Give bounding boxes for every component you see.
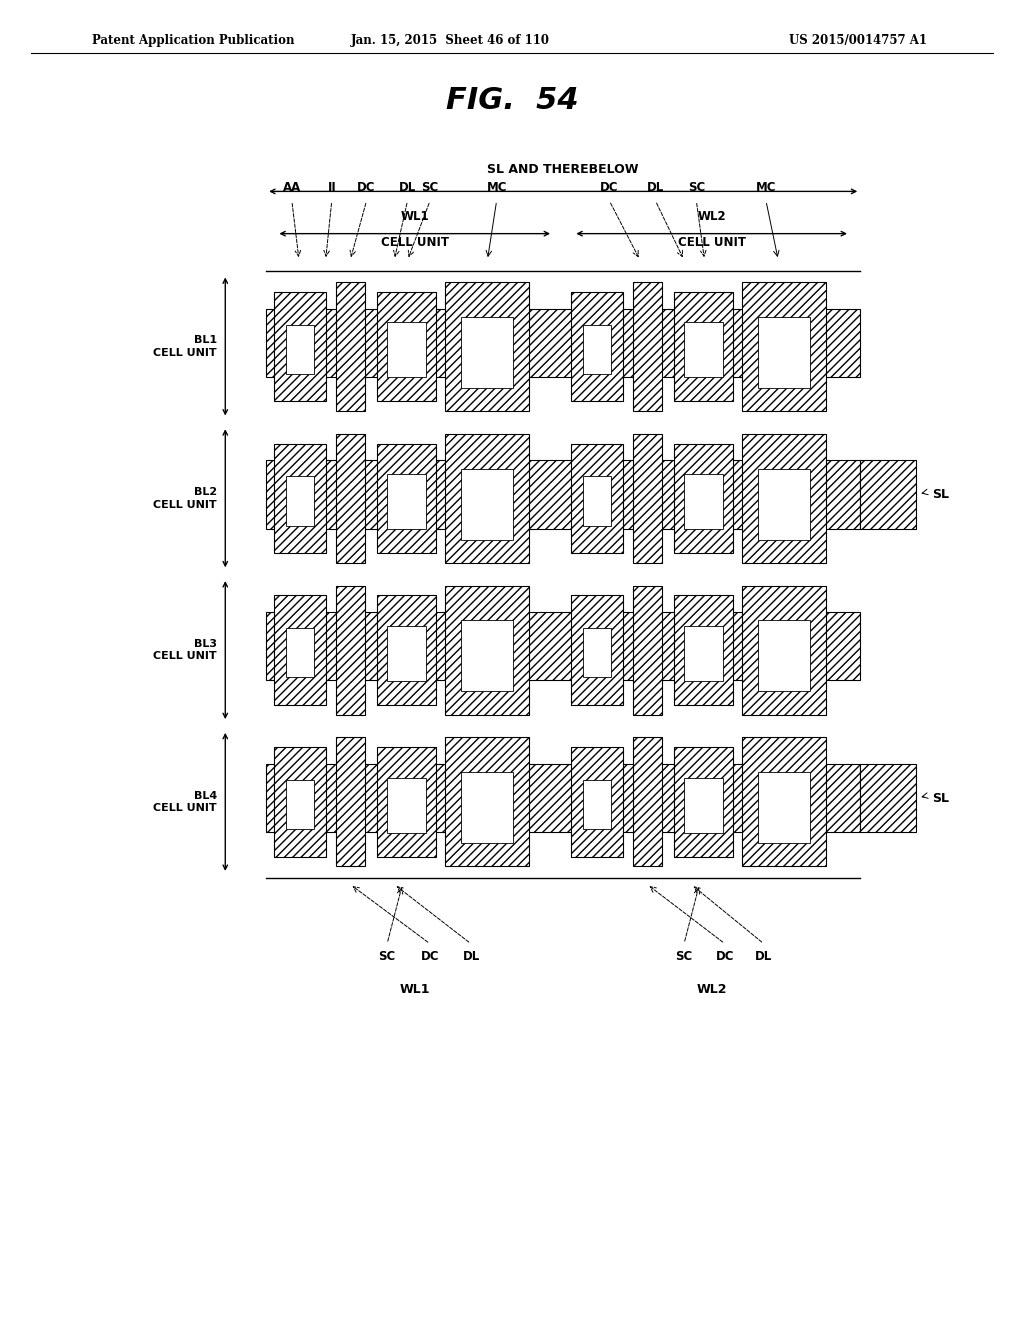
- Text: SL AND THEREBELOW: SL AND THEREBELOW: [487, 162, 639, 176]
- Bar: [759, 317, 810, 388]
- Text: AA: AA: [283, 181, 301, 194]
- Bar: [742, 586, 826, 714]
- Bar: [759, 620, 810, 692]
- Bar: [571, 444, 623, 553]
- Bar: [377, 292, 436, 401]
- Text: CELL UNIT: CELL UNIT: [381, 236, 449, 249]
- Bar: [571, 292, 623, 401]
- Bar: [445, 282, 529, 411]
- Text: SC: SC: [676, 950, 692, 964]
- Bar: [583, 477, 611, 525]
- Text: BL1
CELL UNIT: BL1 CELL UNIT: [154, 335, 217, 358]
- Bar: [336, 434, 365, 562]
- Text: US 2015/0014757 A1: US 2015/0014757 A1: [788, 34, 927, 48]
- Bar: [377, 595, 436, 705]
- Bar: [571, 747, 623, 857]
- Bar: [387, 474, 426, 529]
- Bar: [286, 780, 314, 829]
- Text: WL1: WL1: [399, 983, 430, 997]
- Bar: [387, 777, 426, 833]
- Text: WL2: WL2: [697, 210, 726, 223]
- Bar: [266, 461, 860, 528]
- Bar: [377, 444, 436, 553]
- Bar: [583, 628, 611, 677]
- Bar: [445, 434, 529, 562]
- Bar: [462, 317, 513, 388]
- Text: DL: DL: [399, 181, 416, 194]
- Bar: [583, 325, 611, 374]
- Bar: [759, 772, 810, 843]
- Bar: [674, 444, 733, 553]
- Text: II: II: [328, 181, 336, 194]
- Text: SL: SL: [932, 488, 949, 502]
- Bar: [387, 626, 426, 681]
- Bar: [583, 780, 611, 829]
- Bar: [266, 764, 860, 832]
- Text: FIG.  54: FIG. 54: [445, 86, 579, 115]
- Bar: [286, 477, 314, 525]
- Bar: [462, 772, 513, 843]
- Text: WL2: WL2: [696, 983, 727, 997]
- Bar: [266, 309, 860, 378]
- Bar: [266, 612, 860, 681]
- Bar: [286, 628, 314, 677]
- Text: DC: DC: [600, 181, 618, 194]
- Bar: [684, 322, 723, 378]
- Text: SC: SC: [379, 950, 395, 964]
- Text: BL2
CELL UNIT: BL2 CELL UNIT: [154, 487, 217, 510]
- Bar: [860, 461, 916, 528]
- Bar: [462, 469, 513, 540]
- Text: DL: DL: [756, 950, 772, 964]
- Bar: [336, 282, 365, 411]
- Text: SC: SC: [688, 181, 705, 194]
- Bar: [742, 434, 826, 562]
- Bar: [274, 292, 326, 401]
- Bar: [633, 738, 662, 866]
- Bar: [742, 738, 826, 866]
- Bar: [684, 777, 723, 833]
- Bar: [759, 469, 810, 540]
- Bar: [286, 325, 314, 374]
- Bar: [633, 586, 662, 714]
- Bar: [674, 595, 733, 705]
- Bar: [274, 444, 326, 553]
- Text: WL1: WL1: [400, 210, 429, 223]
- Text: DC: DC: [716, 950, 734, 964]
- Bar: [860, 764, 916, 832]
- Bar: [274, 595, 326, 705]
- Bar: [336, 586, 365, 714]
- Bar: [633, 434, 662, 562]
- Text: SC: SC: [422, 181, 438, 194]
- Text: SL: SL: [932, 792, 949, 805]
- Bar: [742, 282, 826, 411]
- Text: Jan. 15, 2015  Sheet 46 of 110: Jan. 15, 2015 Sheet 46 of 110: [351, 34, 550, 48]
- Text: DL: DL: [463, 950, 479, 964]
- Bar: [684, 626, 723, 681]
- Text: BL4
CELL UNIT: BL4 CELL UNIT: [154, 791, 217, 813]
- Bar: [674, 747, 733, 857]
- Bar: [377, 747, 436, 857]
- Bar: [445, 586, 529, 714]
- Text: CELL UNIT: CELL UNIT: [678, 236, 745, 249]
- Text: DL: DL: [647, 181, 664, 194]
- Text: BL3
CELL UNIT: BL3 CELL UNIT: [154, 639, 217, 661]
- Bar: [336, 738, 365, 866]
- Text: DC: DC: [357, 181, 376, 194]
- Bar: [633, 282, 662, 411]
- Text: MC: MC: [486, 181, 507, 194]
- Bar: [445, 738, 529, 866]
- Bar: [674, 292, 733, 401]
- Bar: [684, 474, 723, 529]
- Bar: [274, 747, 326, 857]
- Bar: [462, 620, 513, 692]
- Bar: [571, 595, 623, 705]
- Bar: [387, 322, 426, 378]
- Text: DC: DC: [421, 950, 439, 964]
- Text: MC: MC: [756, 181, 776, 194]
- Text: Patent Application Publication: Patent Application Publication: [92, 34, 295, 48]
